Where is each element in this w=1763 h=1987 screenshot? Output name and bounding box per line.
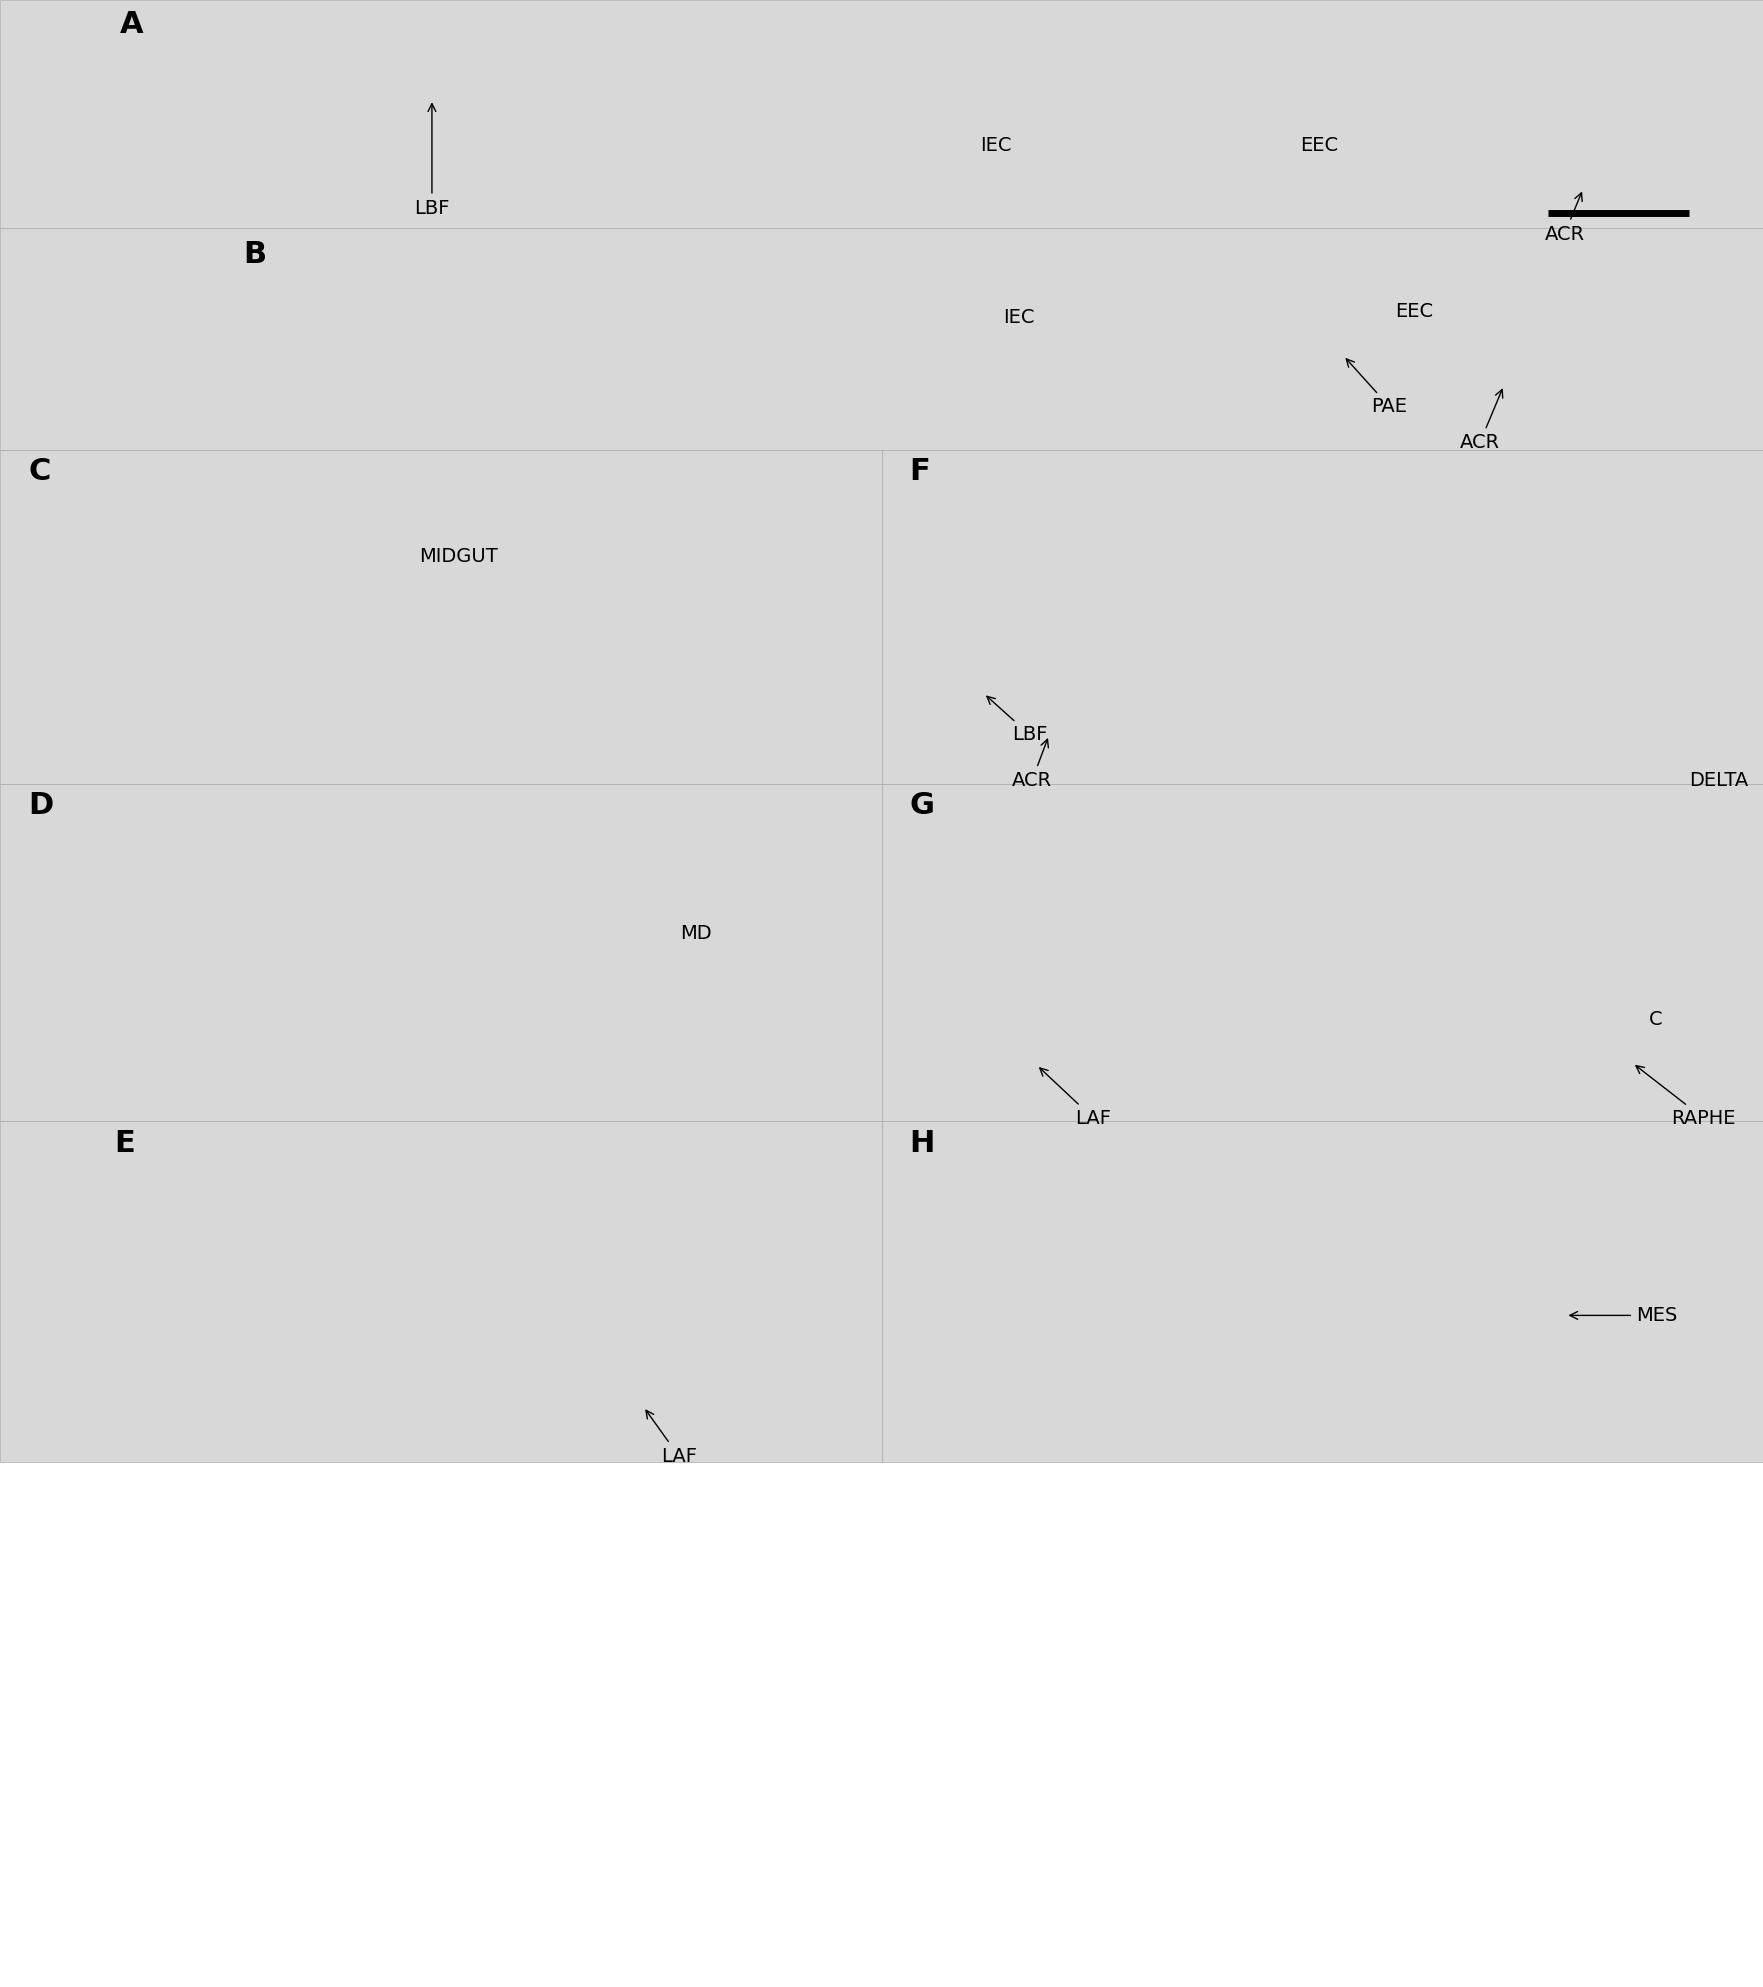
Text: IEC: IEC (980, 135, 1012, 155)
Bar (882, 451, 1763, 785)
Bar (882, 1121, 1763, 1462)
Text: IEC: IEC (1003, 308, 1035, 328)
Text: ACR: ACR (1544, 193, 1585, 244)
Text: EEC: EEC (1299, 135, 1338, 155)
Text: ACR: ACR (1012, 739, 1053, 791)
Text: ACR: ACR (1460, 389, 1502, 453)
Bar (882, 785, 1763, 1121)
Text: LBF: LBF (987, 695, 1047, 745)
Text: E: E (115, 1129, 136, 1158)
Text: MIDGUT: MIDGUT (420, 546, 497, 566)
Text: MES: MES (1569, 1305, 1677, 1325)
Text: H: H (910, 1129, 934, 1158)
Text: MD: MD (681, 924, 712, 944)
Text: PAE: PAE (1347, 360, 1407, 417)
Bar (0, 229, 1763, 451)
Text: A: A (120, 10, 143, 40)
Text: F: F (910, 457, 931, 487)
Text: EEC: EEC (1395, 302, 1433, 322)
Bar (0, 0, 1763, 229)
Text: LAF: LAF (645, 1411, 696, 1466)
Text: DELTA: DELTA (1689, 771, 1749, 791)
Bar (0, 1121, 882, 1462)
Text: LAF: LAF (1040, 1067, 1111, 1129)
Text: C: C (28, 457, 51, 487)
Text: LBF: LBF (414, 103, 450, 219)
Text: B: B (243, 240, 266, 270)
Text: RAPHE: RAPHE (1636, 1065, 1737, 1129)
Bar (0, 785, 882, 1121)
Text: C: C (1648, 1009, 1663, 1029)
Bar (0, 451, 882, 785)
Text: D: D (28, 791, 53, 821)
Text: G: G (910, 791, 934, 821)
